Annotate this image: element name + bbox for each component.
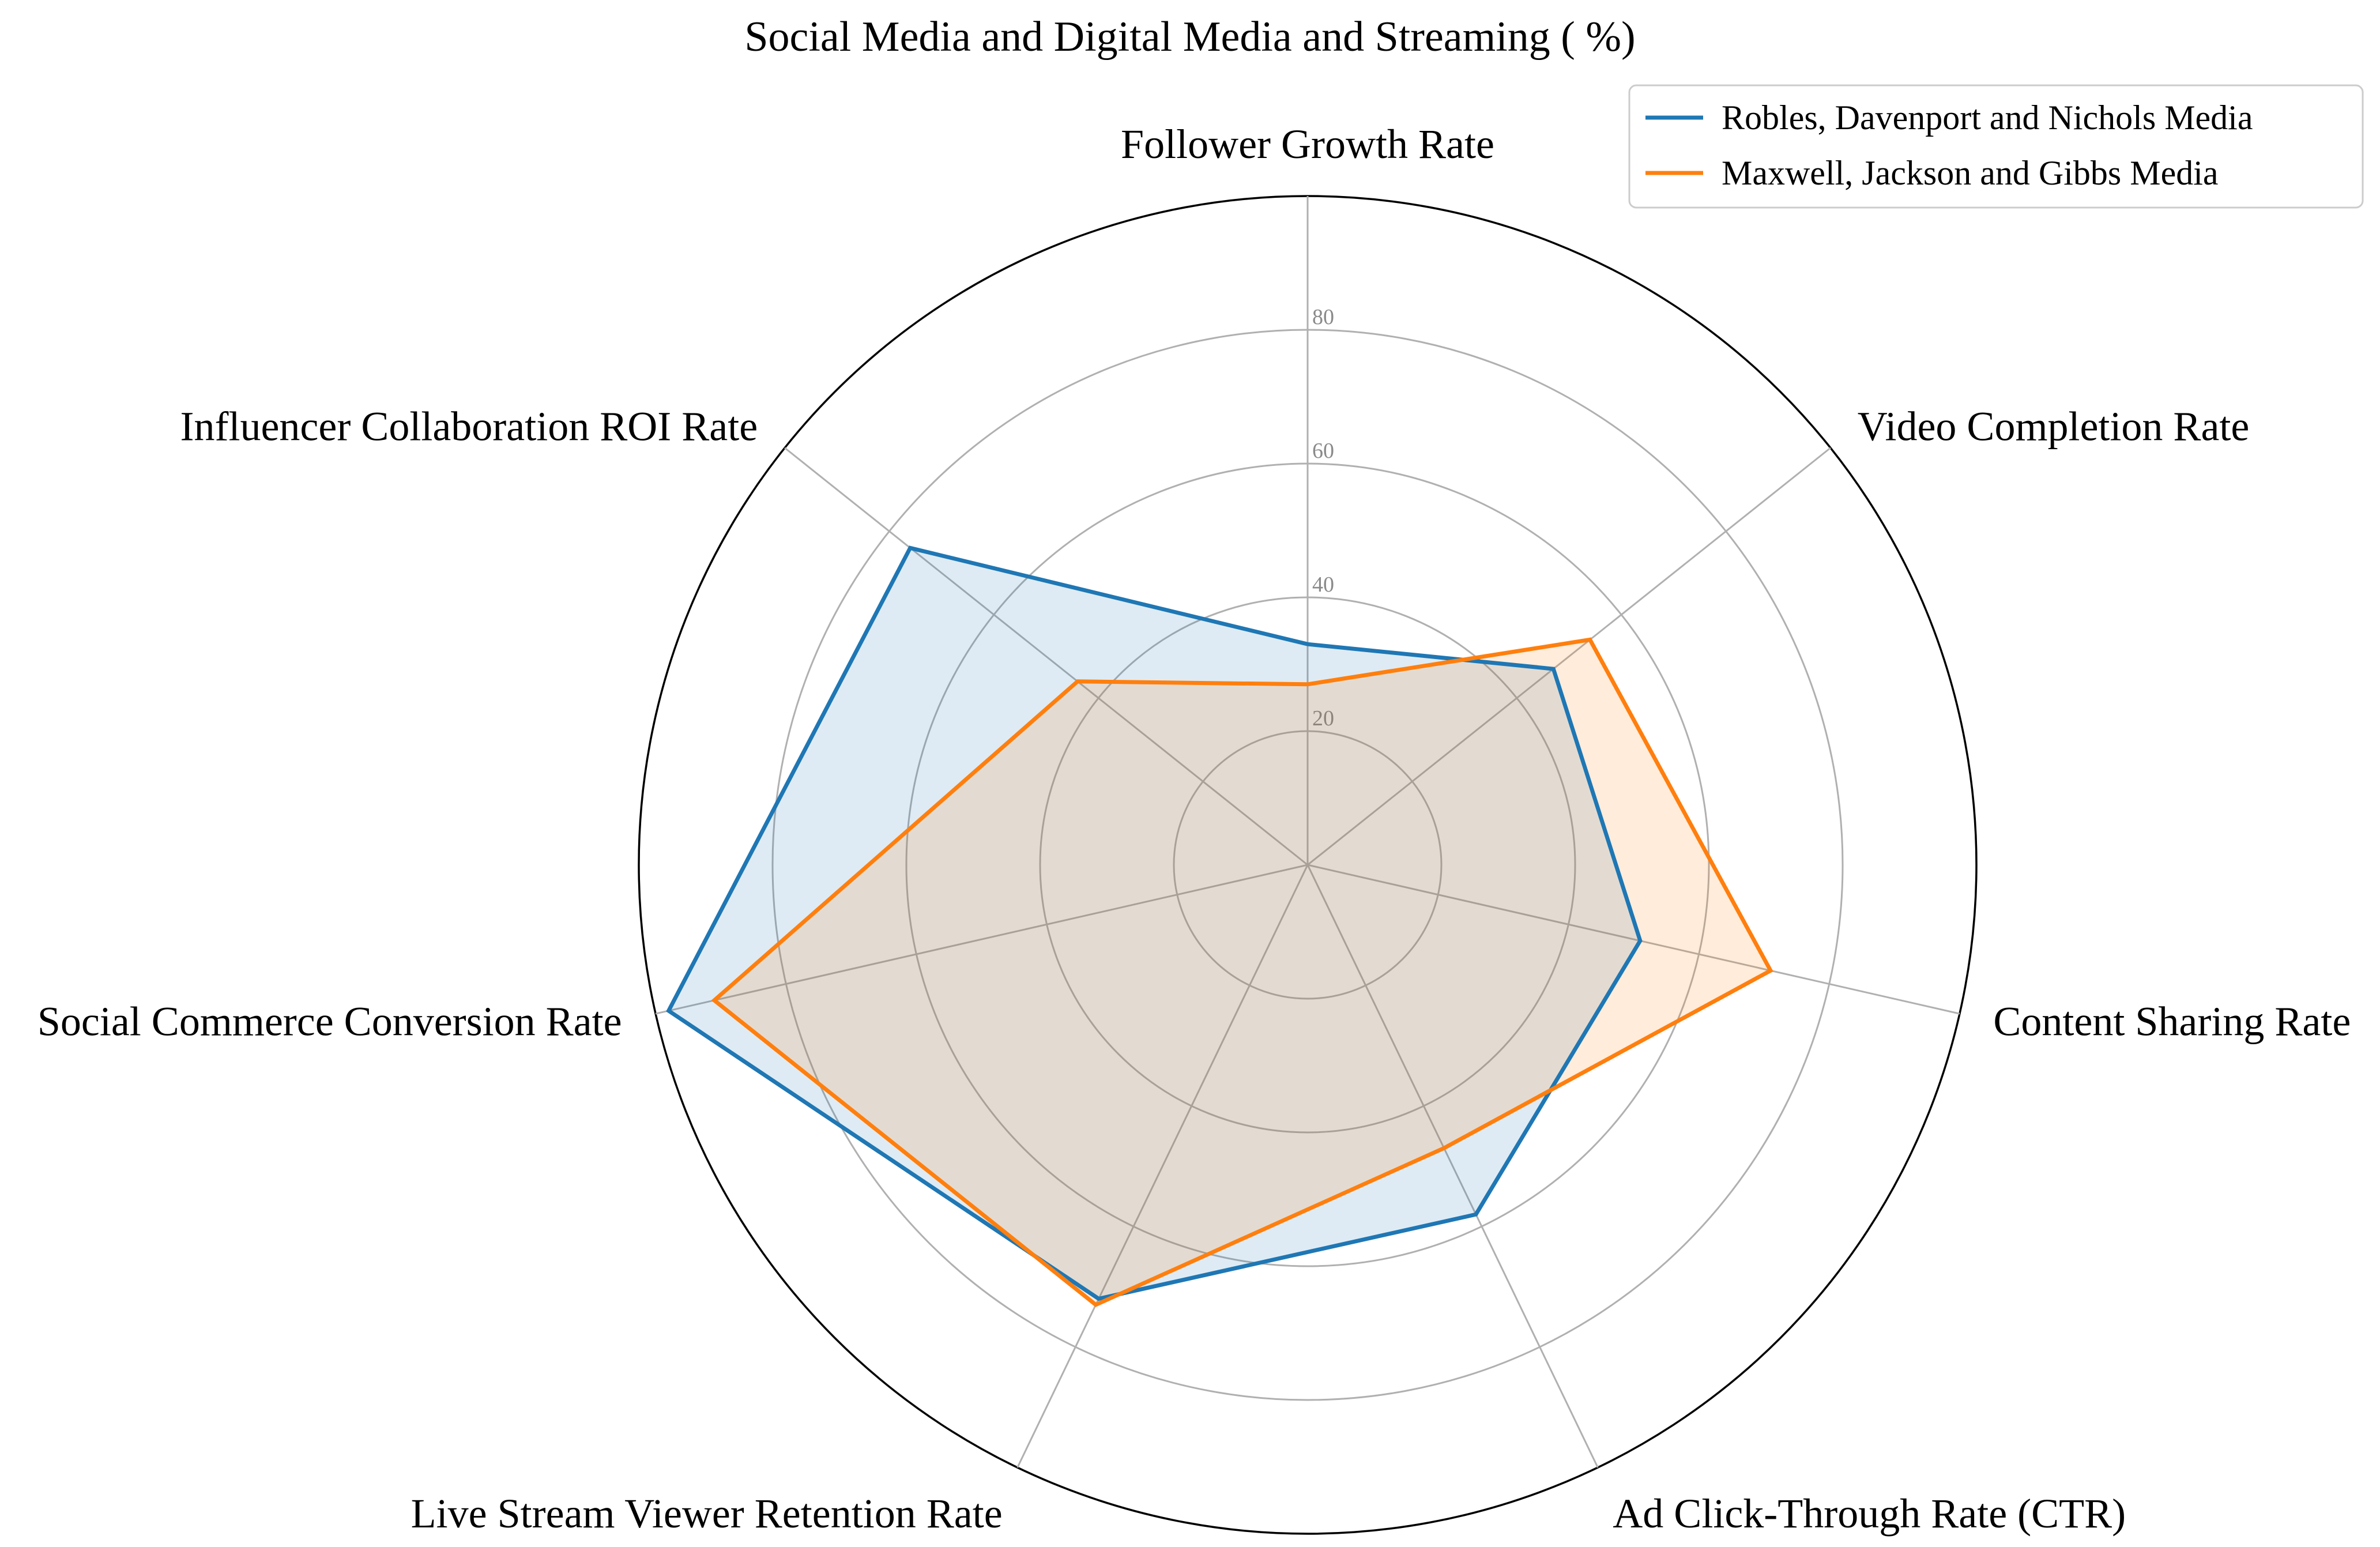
axis-labels: Follower Growth Rate Video Completion Rat…: [37, 121, 2351, 1537]
legend: Robles, Davenport and Nichols Media Maxwe…: [1628, 84, 2364, 209]
legend-label-1: Robles, Davenport and Nichols Media: [1722, 99, 2253, 137]
series-2-area: [714, 639, 1771, 1305]
tick-label-60: 60: [1312, 439, 1334, 463]
series-2-line: [711, 637, 1773, 1307]
tick-label-20: 20: [1312, 706, 1334, 731]
spoke-6: [655, 864, 1308, 1015]
axis-label-5: Live Stream Viewer Retention Rate: [411, 1490, 1003, 1537]
series-1-line: [666, 545, 1643, 1301]
tick-label-80: 80: [1312, 305, 1334, 329]
spoke-2: [1307, 447, 1831, 866]
tick-label-40: 40: [1312, 573, 1334, 597]
axis-label-7: Influencer Collaboration ROI Rate: [180, 403, 758, 449]
legend-box: [1628, 84, 2364, 209]
axis-spokes: [655, 196, 1960, 1468]
series-1-area: [668, 548, 1640, 1299]
axis-label-1: Follower Growth Rate: [1121, 121, 1494, 167]
spoke-7: [784, 447, 1308, 866]
spoke-4: [1306, 864, 1599, 1468]
radial-tick-labels: 20 40 60 80: [1312, 305, 1334, 731]
spoke-3: [1307, 864, 1960, 1015]
chart-title: Social Media and Digital Media and Strea…: [744, 13, 1635, 61]
axis-label-4: Ad Click-Through Rate (CTR): [1613, 1490, 2126, 1537]
legend-label-2: Maxwell, Jackson and Gibbs Media: [1722, 154, 2219, 192]
axis-label-6: Social Commerce Conversion Rate: [37, 999, 622, 1045]
series-layer: [666, 545, 1773, 1307]
spoke-5: [1016, 864, 1309, 1468]
axis-label-2: Video Completion Rate: [1858, 403, 2250, 449]
axis-label-3: Content Sharing Rate: [1993, 999, 2351, 1045]
